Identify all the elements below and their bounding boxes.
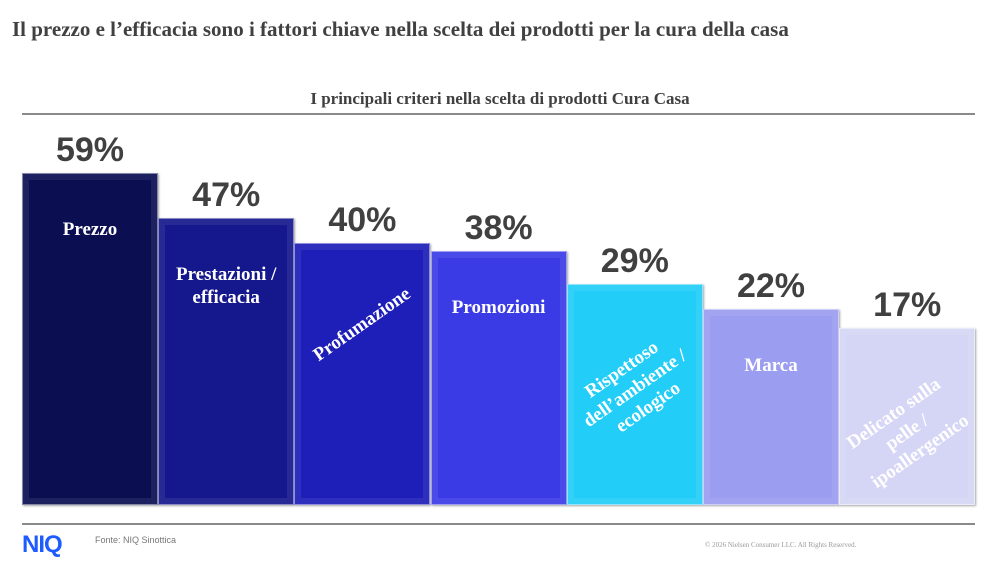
chart-title: I principali criteri nella scelta di pro… — [310, 89, 690, 108]
bar-4 — [566, 283, 703, 505]
bar-0 — [22, 173, 158, 505]
category-label: Promozioni — [451, 296, 546, 318]
value-label: 40% — [328, 201, 397, 240]
value-label: 29% — [600, 241, 669, 280]
niq-logo: NIQ — [22, 531, 63, 558]
slide-title: Il prezzo e l’efficacia sono i fattori c… — [12, 17, 789, 41]
bar-3 — [430, 250, 567, 505]
bar-1 — [158, 217, 295, 505]
value-label: 59% — [55, 131, 125, 170]
title-divider — [22, 113, 975, 115]
source-note: Fonte: NIQ Sinottica — [95, 535, 177, 545]
category-label: Prestazioni / efficacia — [175, 263, 277, 308]
footer-divider — [22, 523, 975, 525]
value-label: 17% — [873, 285, 942, 324]
value-label: 47% — [192, 175, 261, 214]
category-label: Marca — [744, 355, 798, 377]
value-label: 38% — [464, 208, 533, 247]
copyright: © 2026 Nielsen Consumer LLC. All Rights … — [705, 541, 857, 549]
bar-5 — [703, 309, 839, 505]
category-label: Prezzo — [62, 219, 118, 241]
bar-2 — [294, 243, 431, 505]
bar-6 — [839, 327, 976, 505]
value-label: 22% — [736, 267, 806, 306]
